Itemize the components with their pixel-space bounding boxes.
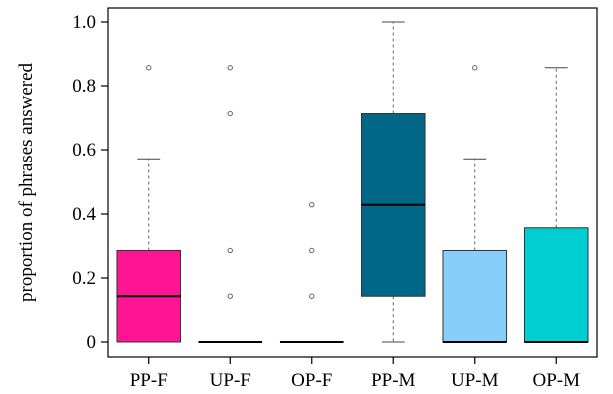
- y-axis-label: proportion of phrases answered: [16, 62, 37, 302]
- x-axis: PP-F UP-F OP-F PP-M UP-M OP-M: [130, 357, 580, 391]
- y-tick-label: 0.8: [72, 76, 96, 97]
- outlier-point: [309, 202, 315, 208]
- y-tick-label: 0.2: [72, 268, 96, 289]
- box-body: [523, 227, 589, 343]
- outlier-point: [309, 293, 315, 299]
- x-tick-label: PP-M: [371, 370, 415, 391]
- outlier-point: [227, 247, 233, 254]
- outlier-point: [146, 65, 152, 71]
- y-axis: 0 0.2 0.4 0.6 0.8 1.0: [72, 12, 108, 353]
- x-tick-label: UP-F: [210, 370, 251, 391]
- box-PP-M: [360, 21, 426, 343]
- outlier-point: [309, 247, 315, 254]
- y-tick-label: 0.6: [72, 140, 96, 161]
- box-OP-M: [523, 67, 589, 343]
- y-tick-label: 0: [87, 332, 97, 353]
- box-OP-F: [279, 202, 344, 343]
- box-UP-M: [442, 65, 508, 343]
- outlier-point: [227, 293, 233, 299]
- box-PP-F: [116, 65, 182, 343]
- box-UP-F: [198, 65, 263, 343]
- x-tick-label: OP-F: [291, 370, 332, 391]
- outlier-point: [227, 110, 233, 117]
- box-body: [442, 249, 508, 343]
- plot-marks: [116, 21, 589, 343]
- plot-frame: [107, 7, 598, 358]
- x-tick-label: OP-M: [532, 370, 580, 391]
- x-tick-label: UP-M: [451, 370, 499, 391]
- x-tick-label: PP-F: [130, 370, 168, 391]
- y-tick-label: 1.0: [72, 12, 96, 33]
- outlier-point: [227, 65, 233, 71]
- y-tick-label: 0.4: [72, 204, 96, 225]
- outlier-point: [472, 65, 478, 71]
